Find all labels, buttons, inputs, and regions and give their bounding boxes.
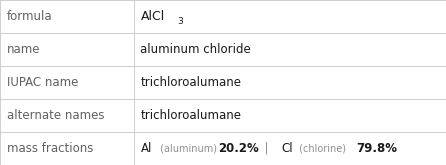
Text: mass fractions: mass fractions — [7, 142, 93, 155]
Text: alternate names: alternate names — [7, 109, 104, 122]
Text: Al: Al — [140, 142, 152, 155]
Text: IUPAC name: IUPAC name — [7, 76, 78, 89]
Text: Cl: Cl — [281, 142, 293, 155]
Text: 3: 3 — [177, 17, 183, 26]
Text: (chlorine): (chlorine) — [296, 144, 349, 153]
Text: |: | — [257, 142, 276, 155]
Text: aluminum chloride: aluminum chloride — [140, 43, 251, 56]
Text: formula: formula — [7, 10, 52, 23]
Text: (aluminum): (aluminum) — [157, 144, 221, 153]
Text: AlCl: AlCl — [140, 10, 165, 23]
Text: name: name — [7, 43, 40, 56]
Text: 79.8%: 79.8% — [356, 142, 397, 155]
Text: 20.2%: 20.2% — [218, 142, 258, 155]
Text: trichloroalumane: trichloroalumane — [140, 76, 241, 89]
Text: trichloroalumane: trichloroalumane — [140, 109, 241, 122]
